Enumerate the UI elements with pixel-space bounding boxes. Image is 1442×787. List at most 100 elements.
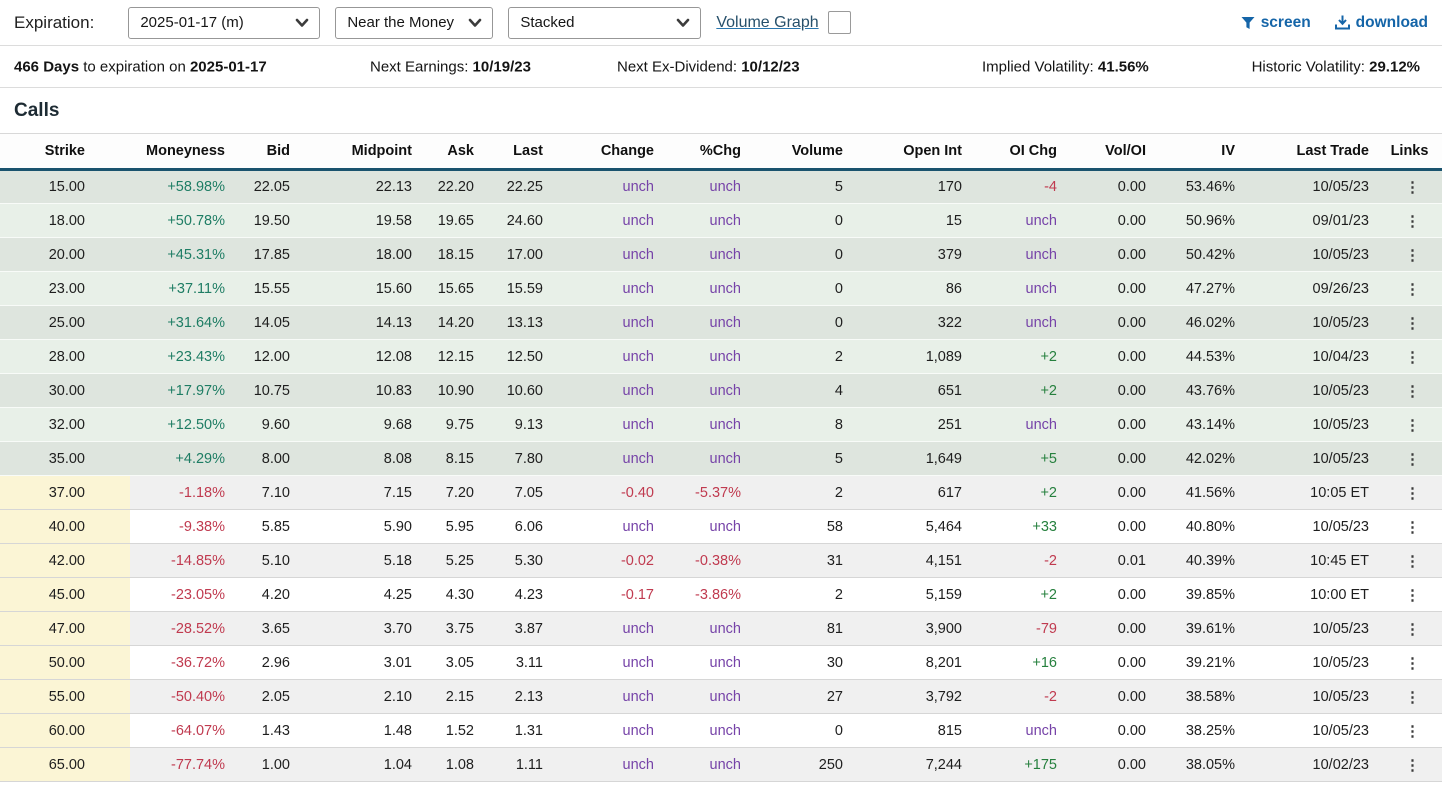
vol-oi-cell: 0.00: [1117, 179, 1146, 195]
vol-oi-cell: 0.00: [1117, 212, 1146, 229]
volume-cell: 58: [826, 518, 843, 535]
open-int-cell: 15: [945, 212, 962, 229]
row-menu-icon[interactable]: ⋮: [1405, 179, 1420, 196]
last-cell: 1.31: [514, 722, 543, 739]
row-menu-icon[interactable]: ⋮: [1405, 416, 1420, 434]
column-header-links[interactable]: Links: [1383, 133, 1442, 171]
volume-graph-link[interactable]: Volume Graph: [716, 13, 819, 31]
column-header-volume[interactable]: Volume: [755, 133, 857, 171]
open-int-cell: 1,089: [925, 348, 962, 365]
iv-cell: 38.25%: [1185, 722, 1235, 739]
oi-chg-cell: unch: [1025, 280, 1057, 297]
midpoint-cell: 5.90: [383, 518, 412, 535]
ask-cell: 19.65: [437, 212, 474, 229]
iv-cell: 39.85%: [1185, 586, 1235, 603]
row-menu-icon[interactable]: ⋮: [1405, 620, 1420, 638]
pct-chg-cell: unch: [709, 416, 741, 433]
view-select[interactable]: Stacked: [508, 6, 702, 39]
moneyness-cell: +58.98%: [167, 179, 225, 195]
download-button[interactable]: download: [1334, 14, 1428, 32]
column-header-change[interactable]: Change: [557, 133, 668, 171]
last-cell: 5.30: [514, 552, 543, 569]
option-row: 40.00 -9.38% 5.85 5.90 5.95 6.06 unch un…: [0, 509, 1442, 544]
row-menu-icon[interactable]: ⋮: [1405, 654, 1420, 672]
volume-graph-checkbox[interactable]: [827, 11, 851, 34]
option-row: 60.00 -64.07% 1.43 1.48 1.52 1.31 unch u…: [0, 713, 1442, 748]
midpoint-cell: 1.04: [383, 756, 412, 773]
last-trade-cell: 10/05/23: [1312, 246, 1369, 263]
midpoint-cell: 9.68: [383, 416, 412, 433]
moneyness-cell: +23.43%: [167, 348, 225, 365]
last-trade-cell: 10/05/23: [1312, 314, 1369, 331]
row-menu-icon[interactable]: ⋮: [1405, 450, 1420, 468]
midpoint-cell: 10.83: [375, 382, 412, 399]
bid-cell: 2.05: [261, 688, 290, 705]
moneyness-cell: +50.78%: [167, 212, 225, 229]
iv-cell: 46.02%: [1185, 314, 1235, 331]
column-header--chg[interactable]: %Chg: [668, 133, 755, 171]
vol-oi-cell: 0.00: [1117, 722, 1146, 739]
row-menu-icon[interactable]: ⋮: [1405, 314, 1420, 332]
row-menu-icon[interactable]: ⋮: [1405, 348, 1420, 366]
row-menu-icon[interactable]: ⋮: [1405, 722, 1420, 740]
screen-button[interactable]: screen: [1241, 14, 1311, 32]
last-cell: 15.59: [506, 280, 543, 297]
bid-cell: 9.60: [261, 416, 290, 433]
last-trade-cell: 09/26/23: [1312, 280, 1369, 297]
moneyness-cell: +17.97%: [167, 382, 225, 399]
expiration-label: Expiration:: [14, 12, 95, 32]
row-menu-icon[interactable]: ⋮: [1405, 518, 1420, 536]
column-header-open-int[interactable]: Open Int: [857, 133, 976, 171]
vol-oi-cell: 0.00: [1117, 654, 1146, 671]
bid-cell: 12.00: [253, 348, 290, 365]
bid-cell: 10.75: [253, 382, 290, 399]
moneyness-select[interactable]: Near the Money: [335, 6, 494, 39]
column-header-last[interactable]: Last: [488, 133, 557, 171]
row-menu-icon[interactable]: ⋮: [1405, 280, 1420, 298]
ask-cell: 5.25: [445, 552, 474, 569]
last-trade-cell: 10/05/23: [1312, 688, 1369, 705]
oi-chg-cell: -4: [1044, 179, 1057, 195]
column-header-moneyness[interactable]: Moneyness: [130, 133, 239, 171]
row-menu-icon[interactable]: ⋮: [1405, 212, 1420, 230]
pct-chg-cell: -0.38%: [695, 552, 741, 569]
option-row: 32.00 +12.50% 9.60 9.68 9.75 9.13 unch u…: [0, 407, 1442, 442]
column-header-oi-chg[interactable]: OI Chg: [976, 133, 1071, 171]
oi-chg-cell: unch: [1025, 416, 1057, 433]
row-menu-icon[interactable]: ⋮: [1405, 382, 1420, 400]
row-menu-icon[interactable]: ⋮: [1405, 756, 1420, 774]
pct-chg-cell: -5.37%: [695, 484, 741, 501]
ask-cell: 4.30: [445, 586, 474, 603]
column-header-vol-oi[interactable]: Vol/OI: [1071, 133, 1160, 171]
last-trade-cell: 10/05/23: [1312, 382, 1369, 399]
open-int-cell: 3,900: [925, 620, 962, 637]
open-int-cell: 251: [937, 416, 962, 433]
column-header-iv[interactable]: IV: [1160, 133, 1249, 171]
row-menu-icon[interactable]: ⋮: [1405, 552, 1420, 570]
row-menu-icon[interactable]: ⋮: [1405, 586, 1420, 604]
column-header-ask[interactable]: Ask: [426, 133, 488, 171]
oi-chg-cell: +175: [1024, 756, 1057, 773]
bid-cell: 19.50: [253, 212, 290, 229]
strike-cell: 65.00: [0, 747, 130, 782]
change-cell: unch: [622, 416, 654, 433]
column-header-last-trade[interactable]: Last Trade: [1249, 133, 1383, 171]
option-row: 15.00 +58.98% 22.05 22.13 22.20 22.25 un…: [0, 169, 1442, 204]
pct-chg-cell: unch: [709, 450, 741, 467]
column-header-bid[interactable]: Bid: [239, 133, 304, 171]
column-header-strike[interactable]: Strike: [0, 133, 130, 171]
row-menu-icon[interactable]: ⋮: [1405, 246, 1420, 264]
last-cell: 22.25: [506, 179, 543, 195]
midpoint-cell: 1.48: [383, 722, 412, 739]
ask-cell: 14.20: [437, 314, 474, 331]
open-int-cell: 5,159: [925, 586, 962, 603]
expiration-select[interactable]: 2025-01-17 (m): [128, 6, 321, 39]
volume-cell: 8: [834, 416, 843, 433]
column-header-midpoint[interactable]: Midpoint: [304, 133, 426, 171]
historic-volatility-value: 29.12%: [1369, 58, 1420, 75]
volume-cell: 2: [834, 586, 843, 603]
iv-cell: 38.58%: [1185, 688, 1235, 705]
row-menu-icon[interactable]: ⋮: [1405, 484, 1420, 502]
oi-chg-cell: unch: [1025, 314, 1057, 331]
row-menu-icon[interactable]: ⋮: [1405, 688, 1420, 706]
